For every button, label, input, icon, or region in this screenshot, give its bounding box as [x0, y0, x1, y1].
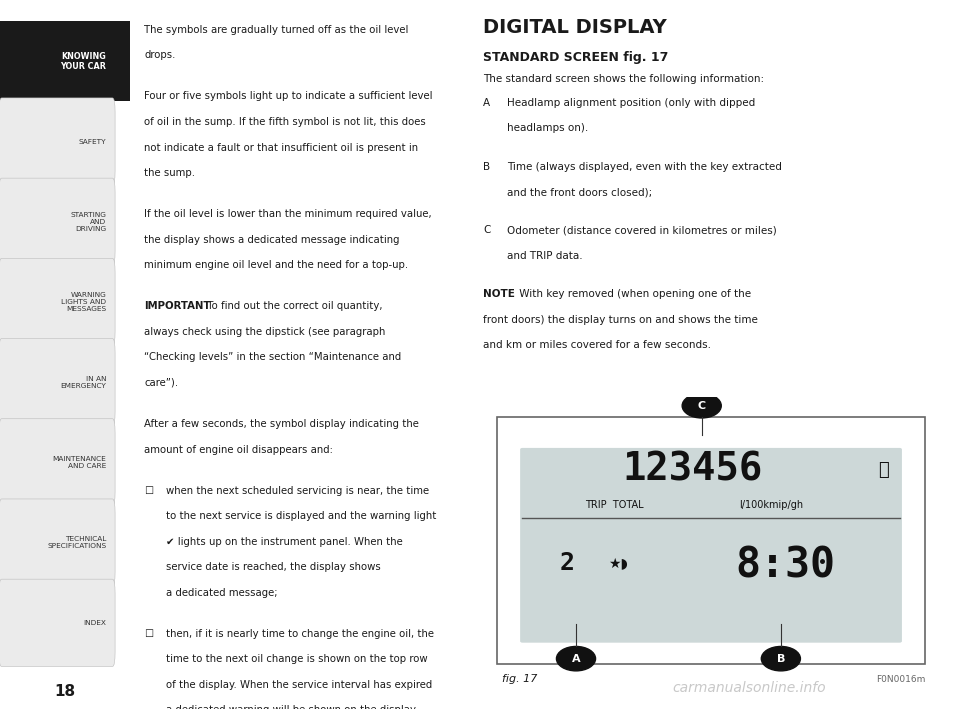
Text: of the display. When the service interval has expired: of the display. When the service interva…: [166, 680, 433, 690]
FancyBboxPatch shape: [0, 339, 115, 426]
Text: SAFETY: SAFETY: [79, 138, 107, 145]
Text: WARNING
LIGHTS AND
MESSAGES: WARNING LIGHTS AND MESSAGES: [61, 292, 107, 312]
Text: TECHNICAL
SPECIFICATIONS: TECHNICAL SPECIFICATIONS: [47, 536, 107, 549]
Text: time to the next oil change is shown on the top row: time to the next oil change is shown on …: [166, 654, 428, 664]
Text: 18: 18: [54, 683, 76, 699]
FancyBboxPatch shape: [0, 499, 115, 586]
Text: ★◗: ★◗: [609, 556, 629, 570]
Text: minimum engine oil level and the need for a top-up.: minimum engine oil level and the need fo…: [144, 260, 408, 270]
Text: F0N0016m: F0N0016m: [876, 674, 925, 683]
FancyBboxPatch shape: [497, 418, 925, 664]
Text: service date is reached, the display shows: service date is reached, the display sho…: [166, 562, 381, 572]
FancyBboxPatch shape: [0, 419, 115, 506]
FancyBboxPatch shape: [0, 258, 115, 346]
Text: and the front doors closed);: and the front doors closed);: [507, 187, 652, 197]
Text: Headlamp alignment position (only with dipped: Headlamp alignment position (only with d…: [507, 98, 756, 108]
Text: Four or five symbols light up to indicate a sufficient level: Four or five symbols light up to indicat…: [144, 91, 433, 101]
FancyBboxPatch shape: [520, 448, 902, 642]
Circle shape: [761, 647, 801, 671]
Text: ⛽: ⛽: [878, 461, 889, 479]
Text: After a few seconds, the symbol display indicating the: After a few seconds, the symbol display …: [144, 419, 419, 429]
Text: when the next scheduled servicing is near, the time: when the next scheduled servicing is nea…: [166, 486, 429, 496]
Text: care”).: care”).: [144, 378, 179, 388]
Text: B: B: [483, 162, 490, 172]
Text: carmanualsonline.info: carmanualsonline.info: [672, 681, 826, 695]
FancyBboxPatch shape: [0, 98, 115, 185]
Text: B: B: [777, 654, 785, 664]
Text: then, if it is nearly time to change the engine oil, the: then, if it is nearly time to change the…: [166, 629, 434, 639]
Text: amount of engine oil disappears and:: amount of engine oil disappears and:: [144, 445, 333, 454]
Text: The symbols are gradually turned off as the oil level: The symbols are gradually turned off as …: [144, 25, 408, 35]
Text: KNOWING
YOUR CAR: KNOWING YOUR CAR: [60, 52, 107, 71]
Bar: [0, 21, 130, 101]
Text: l/100kmip/gh: l/100kmip/gh: [739, 500, 804, 510]
Text: ✔ lights up on the instrument panel. When the: ✔ lights up on the instrument panel. Whe…: [166, 537, 403, 547]
Circle shape: [557, 647, 595, 671]
Text: to the next service is displayed and the warning light: to the next service is displayed and the…: [166, 511, 437, 521]
Text: drops.: drops.: [144, 50, 176, 60]
Text: 123456: 123456: [622, 451, 762, 489]
Text: of oil in the sump. If the fifth symbol is not lit, this does: of oil in the sump. If the fifth symbol …: [144, 117, 426, 127]
Text: The standard screen shows the following information:: The standard screen shows the following …: [483, 74, 764, 84]
Text: and km or miles covered for a few seconds.: and km or miles covered for a few second…: [483, 340, 710, 350]
Text: always check using the dipstick (see paragraph: always check using the dipstick (see par…: [144, 327, 386, 337]
Text: STANDARD SCREEN fig. 17: STANDARD SCREEN fig. 17: [483, 51, 668, 64]
Text: A: A: [483, 98, 490, 108]
Text: IN AN
EMERGENCY: IN AN EMERGENCY: [60, 376, 107, 389]
Text: To find out the correct oil quantity,: To find out the correct oil quantity,: [204, 301, 382, 311]
Text: ☐: ☐: [144, 629, 154, 639]
Text: “Checking levels” in the section “Maintenance and: “Checking levels” in the section “Mainte…: [144, 352, 401, 362]
Text: TRIP  TOTAL: TRIP TOTAL: [586, 500, 644, 510]
Text: C: C: [483, 225, 491, 235]
Text: 2: 2: [559, 551, 574, 575]
Text: a dedicated message;: a dedicated message;: [166, 588, 277, 598]
Circle shape: [683, 393, 721, 418]
Text: If the oil level is lower than the minimum required value,: If the oil level is lower than the minim…: [144, 209, 432, 219]
Text: With key removed (when opening one of the: With key removed (when opening one of th…: [516, 289, 751, 299]
Text: A: A: [572, 654, 580, 664]
FancyBboxPatch shape: [0, 178, 115, 265]
Text: a dedicated warning will be shown on the display.: a dedicated warning will be shown on the…: [166, 705, 418, 709]
Text: 8:30: 8:30: [735, 545, 835, 586]
Text: NOTE: NOTE: [483, 289, 515, 299]
Text: IMPORTANT: IMPORTANT: [144, 301, 210, 311]
FancyBboxPatch shape: [0, 579, 115, 666]
Text: headlamps on).: headlamps on).: [507, 123, 588, 133]
Text: Odometer (distance covered in kilometres or miles): Odometer (distance covered in kilometres…: [507, 225, 777, 235]
Text: ☐: ☐: [144, 486, 154, 496]
Text: the display shows a dedicated message indicating: the display shows a dedicated message in…: [144, 235, 399, 245]
Text: INDEX: INDEX: [84, 620, 107, 626]
Text: MAINTENANCE
AND CARE: MAINTENANCE AND CARE: [53, 456, 107, 469]
Text: C: C: [698, 401, 706, 411]
Text: STARTING
AND
DRIVING: STARTING AND DRIVING: [70, 212, 107, 232]
Text: Time (always displayed, even with the key extracted: Time (always displayed, even with the ke…: [507, 162, 781, 172]
Text: DIGITAL DISPLAY: DIGITAL DISPLAY: [483, 18, 666, 37]
Text: fig. 17: fig. 17: [501, 674, 537, 684]
Text: front doors) the display turns on and shows the time: front doors) the display turns on and sh…: [483, 315, 757, 325]
Text: and TRIP data.: and TRIP data.: [507, 251, 583, 261]
Text: the sump.: the sump.: [144, 168, 195, 178]
Text: not indicate a fault or that insufficient oil is present in: not indicate a fault or that insufficien…: [144, 143, 419, 152]
